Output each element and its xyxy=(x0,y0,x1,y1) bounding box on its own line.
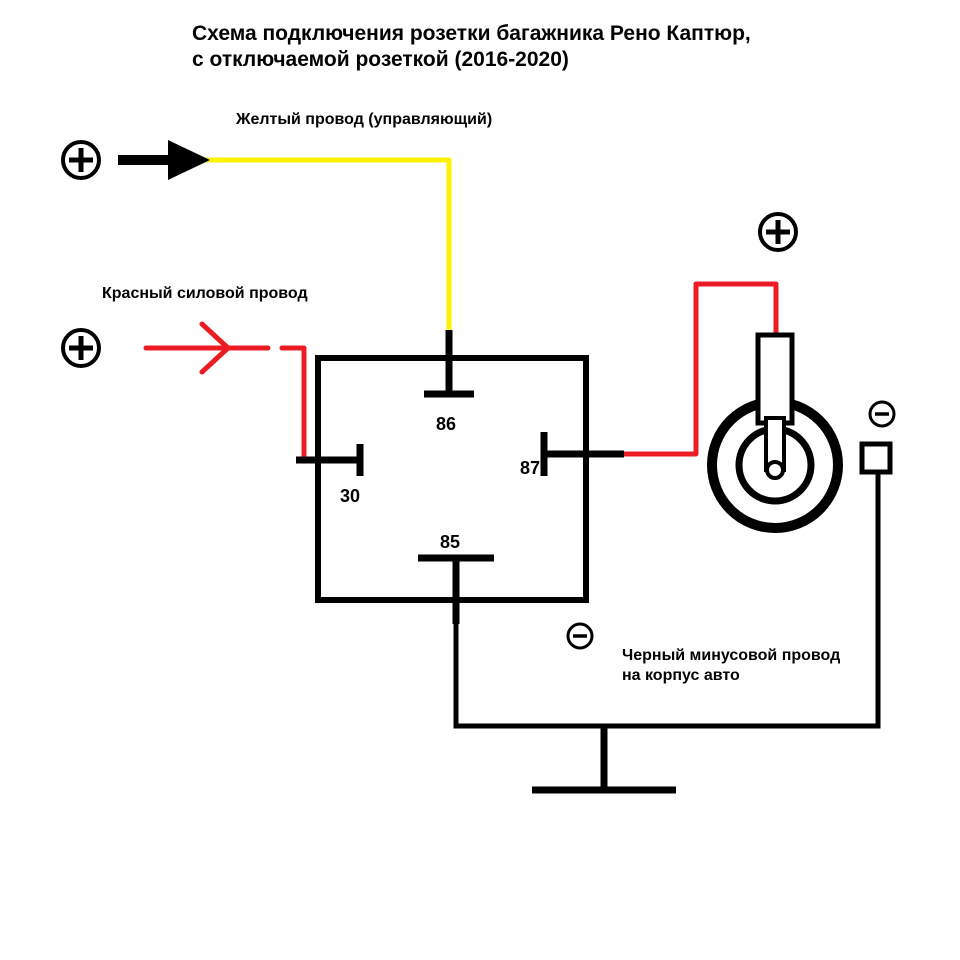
plus-icon-right xyxy=(760,214,796,250)
label-black-2: на корпус авто xyxy=(622,667,740,684)
title-line-2: с отключаемой розеткой (2016-2020) xyxy=(192,48,569,71)
pin-30-label: 30 xyxy=(340,486,360,506)
title-line-1: Схема подключения розетки багажника Рено… xyxy=(192,22,751,45)
socket xyxy=(712,335,890,528)
pin-87-label: 87 xyxy=(520,458,540,478)
pin-85-label: 85 xyxy=(440,532,460,552)
plus-icon-mid xyxy=(63,330,99,366)
red-arrow xyxy=(146,324,228,372)
plus-icon-top xyxy=(63,142,99,178)
minus-icon-socket xyxy=(870,402,894,426)
label-black-1: Черный минусовой провод xyxy=(622,647,840,664)
pin-86-label: 86 xyxy=(436,414,456,434)
black-arrow xyxy=(118,140,210,180)
wire-red-seg2 xyxy=(282,348,304,460)
wire-ground-left xyxy=(456,624,604,726)
relay: 86 85 30 87 xyxy=(296,330,624,624)
minus-icon-relay xyxy=(568,624,592,648)
ground-symbol xyxy=(532,726,676,790)
wiring-diagram: Схема подключения розетки багажника Рено… xyxy=(0,0,960,960)
wire-yellow xyxy=(196,160,449,330)
label-yellow: Желтый провод (управляющий) xyxy=(235,111,492,128)
label-red: Красный силовой провод xyxy=(102,285,308,302)
wire-ground-right xyxy=(604,472,878,726)
wire-red-out xyxy=(624,284,776,454)
